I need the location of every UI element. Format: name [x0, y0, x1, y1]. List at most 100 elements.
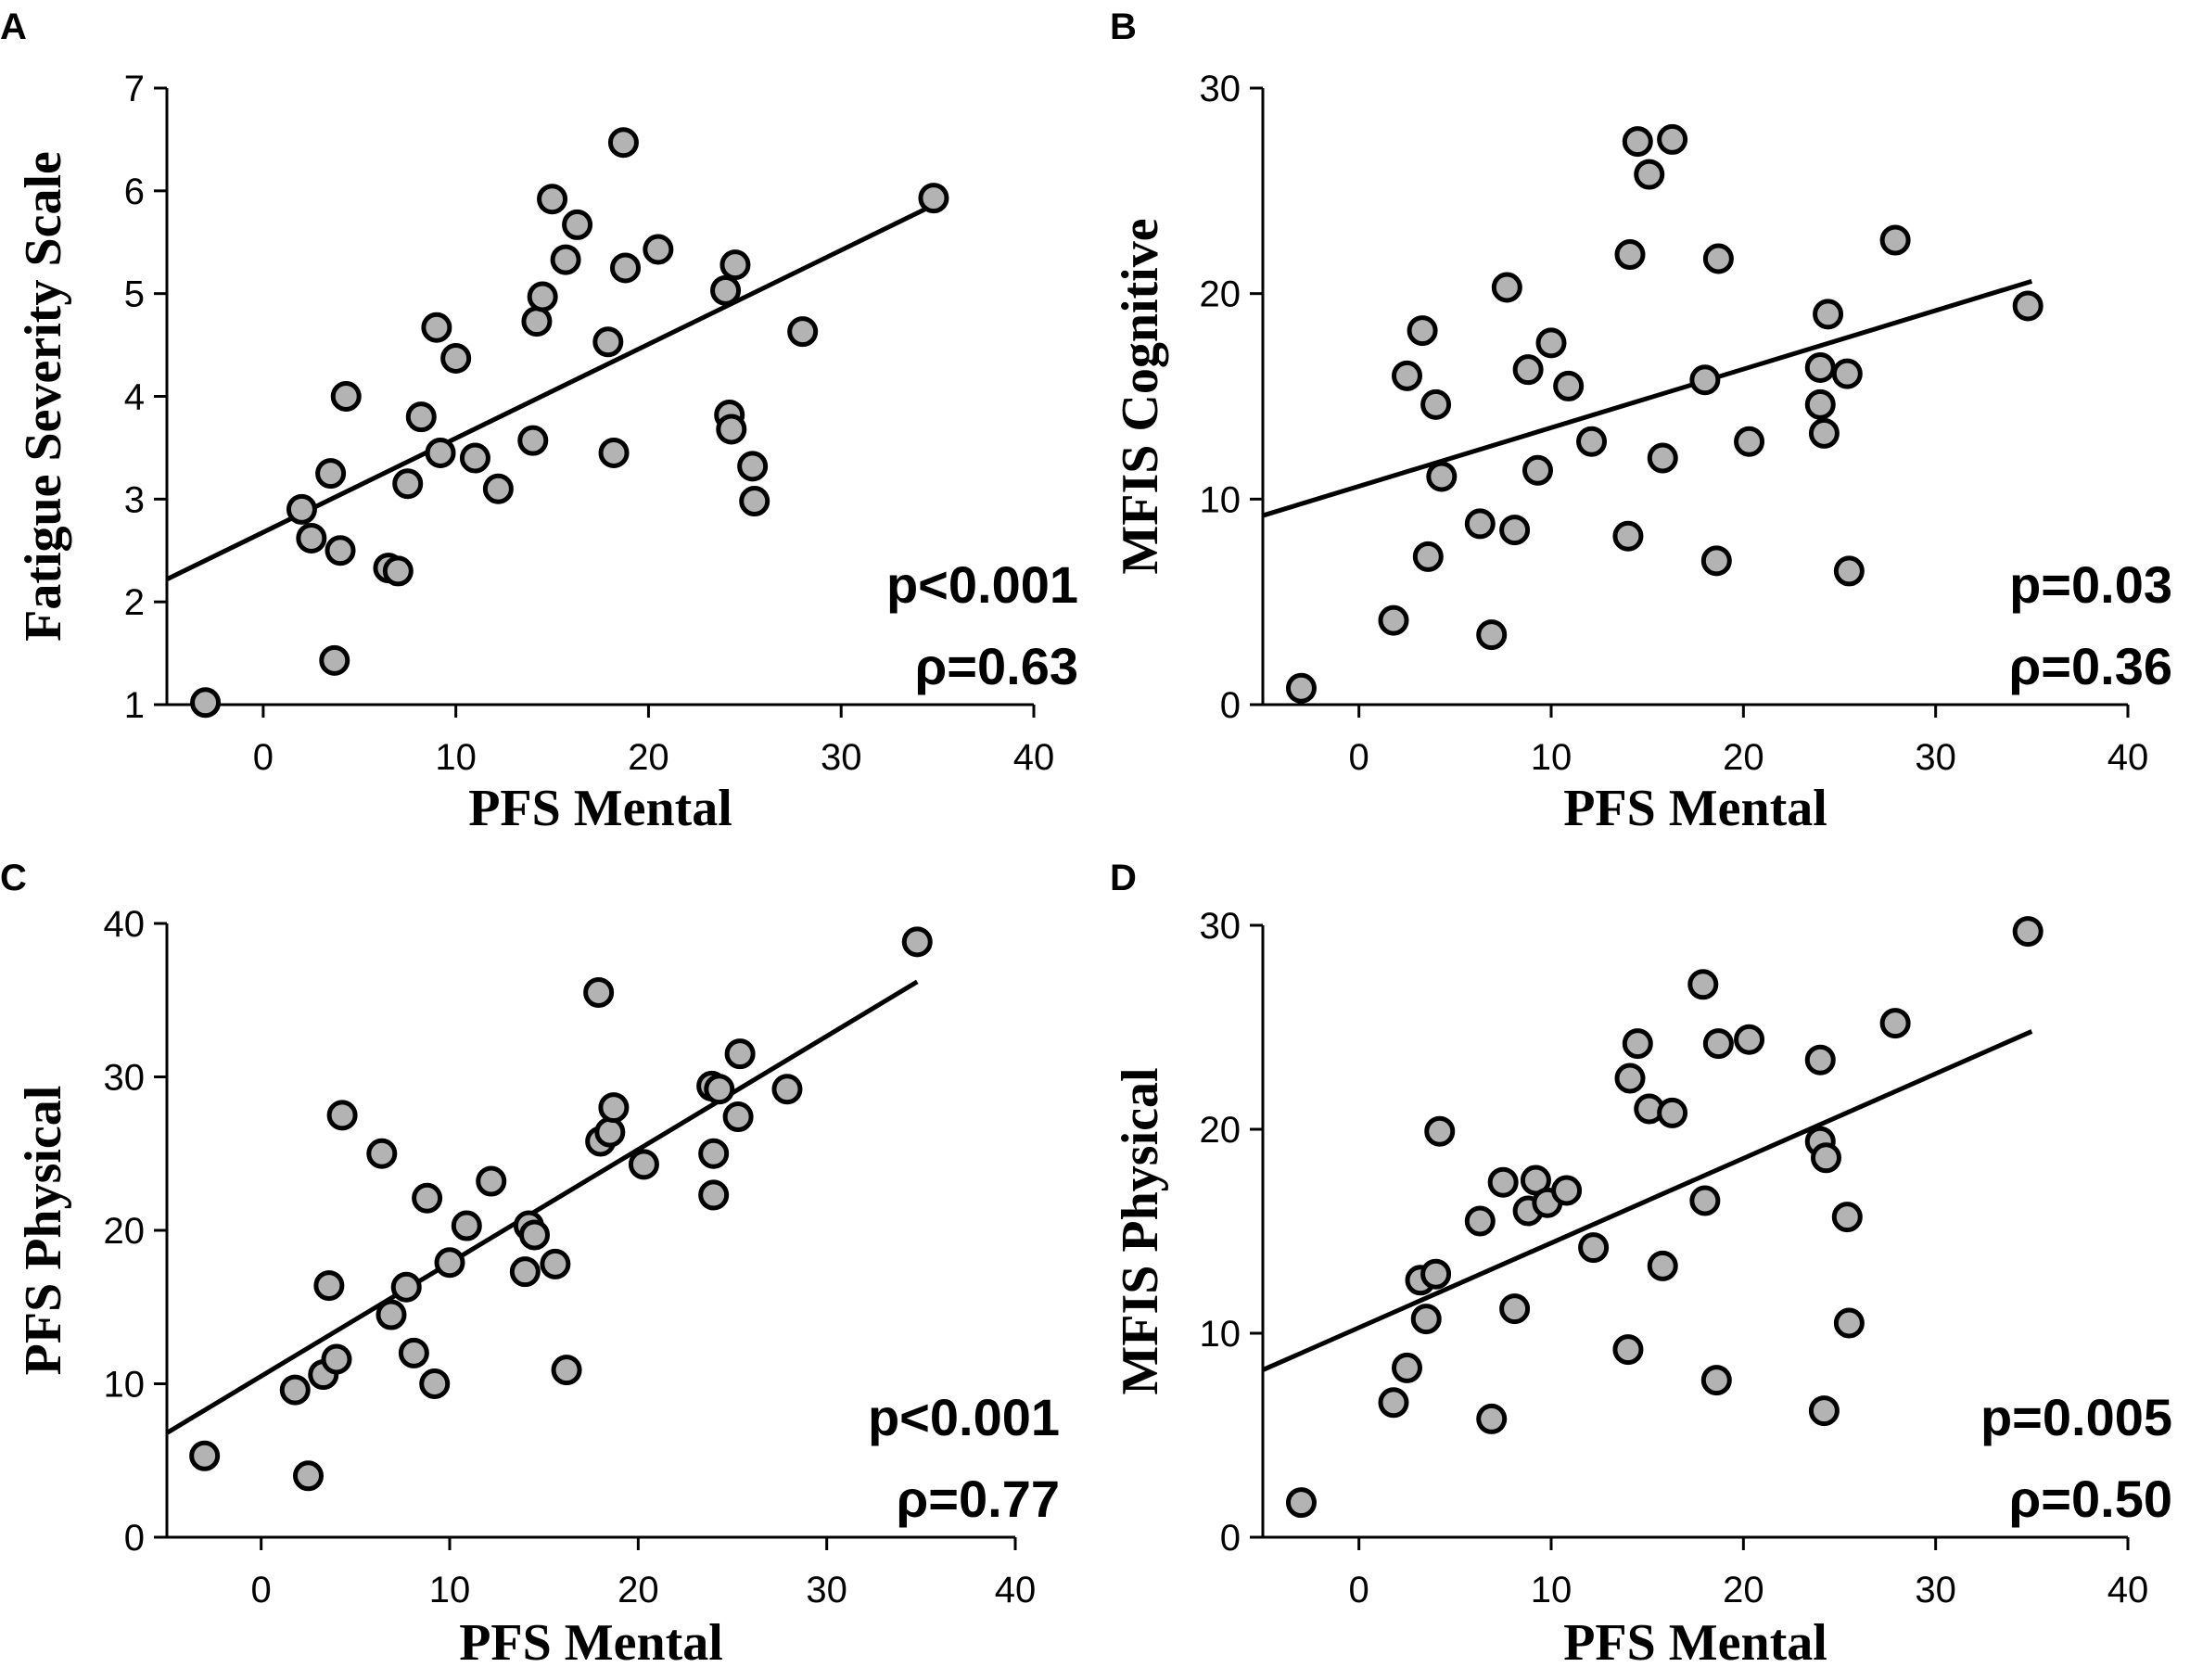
- y-tick-label: 7: [124, 69, 145, 109]
- data-point: [537, 184, 568, 215]
- data-point: [550, 244, 581, 275]
- data-point: [1813, 299, 1844, 330]
- data-point: [2012, 916, 2044, 948]
- x-tick-label: 40: [995, 1570, 1037, 1610]
- data-point: [1576, 426, 1608, 457]
- data-point: [1831, 1202, 1863, 1233]
- data-point: [1614, 239, 1646, 271]
- data-point: [594, 1116, 626, 1148]
- data-point: [901, 926, 933, 958]
- x-tick-label: 40: [1013, 737, 1055, 778]
- data-point: [1512, 354, 1544, 386]
- data-point: [330, 381, 362, 412]
- panel-c: C 0 10 20 30 40 0 10 20 30 40 PFS Mental PFS Physica…: [0, 858, 1060, 1672]
- data-point: [1700, 1365, 1732, 1396]
- x-tick-label: 0: [253, 737, 274, 778]
- data-point: [425, 437, 456, 468]
- x-axis-title: PFS Mental: [468, 780, 732, 837]
- x-tick-label: 30: [806, 1570, 847, 1610]
- data-point: [698, 1138, 730, 1169]
- rho-value-label: ρ=0.63: [915, 637, 1078, 695]
- x-axis-title: PFS Mental: [459, 1614, 723, 1672]
- data-point: [583, 976, 615, 1008]
- data-point: [551, 1355, 582, 1386]
- data-point: [440, 342, 472, 374]
- x-tick-label: 0: [1349, 1570, 1369, 1610]
- data-point: [313, 1270, 345, 1302]
- y-tick-label: 0: [1220, 685, 1241, 726]
- p-value-label: p=0.03: [2009, 555, 2172, 614]
- data-point: [521, 306, 553, 337]
- data-point: [1689, 364, 1721, 396]
- rho-value-label: ρ=0.77: [897, 1470, 1060, 1528]
- data-point: [1804, 1044, 1836, 1075]
- x-tick-label: 20: [1723, 737, 1764, 778]
- y-tick-label: 10: [1200, 1314, 1241, 1355]
- x-tick-label: 30: [1915, 737, 1956, 778]
- data-point: [562, 209, 593, 240]
- data-point: [419, 1368, 451, 1399]
- data-point: [1491, 272, 1522, 303]
- data-point: [1700, 545, 1732, 577]
- data-point: [1879, 1008, 1911, 1039]
- panel-d: D 0 10 20 30 0 10 20 30 40 PFS Mental MFIS Physical…: [1110, 858, 2172, 1672]
- data-point: [1426, 461, 1458, 492]
- data-point: [1551, 1175, 1583, 1206]
- data-point: [918, 183, 949, 214]
- data-point: [540, 1248, 571, 1279]
- x-tick-label: 0: [251, 1570, 272, 1610]
- p-value-label: p=0.005: [1980, 1388, 2172, 1446]
- p-value-label: p<0.001: [868, 1388, 1060, 1446]
- data-point: [610, 252, 642, 284]
- data-point: [1476, 1403, 1508, 1434]
- data-point: [1687, 969, 1719, 1000]
- x-axis-title: PFS Mental: [1563, 1614, 1827, 1672]
- data-point: [1420, 388, 1452, 420]
- data-point: [1499, 1293, 1531, 1325]
- data-point: [434, 1247, 465, 1279]
- panel-letter: D: [1110, 858, 1137, 898]
- data-point: [724, 1038, 756, 1070]
- data-point: [325, 535, 356, 566]
- data-point: [1476, 619, 1508, 651]
- data-point: [1657, 1097, 1688, 1128]
- data-point: [1378, 1387, 1409, 1419]
- x-tick-label: 10: [429, 1570, 471, 1610]
- data-point: [1831, 358, 1863, 389]
- y-tick-label: 40: [104, 904, 146, 945]
- data-point: [722, 1101, 754, 1133]
- data-point: [1702, 1028, 1734, 1060]
- data-point: [1734, 1024, 1765, 1055]
- data-point: [1657, 123, 1688, 155]
- x-tick-label: 10: [435, 737, 477, 778]
- data-point: [517, 425, 549, 456]
- data-point: [1407, 315, 1438, 347]
- y-tick-label: 20: [1200, 274, 1241, 315]
- data-point: [1464, 1205, 1496, 1237]
- data-point: [1285, 672, 1317, 704]
- data-point: [1614, 1063, 1646, 1094]
- data-point: [1808, 417, 1840, 449]
- data-point: [1804, 351, 1836, 383]
- data-point: [519, 1219, 550, 1251]
- y-tick-label: 2: [124, 582, 145, 623]
- y-tick-label: 0: [124, 1518, 145, 1559]
- data-point: [286, 493, 317, 525]
- data-point: [719, 249, 751, 281]
- data-point: [1420, 1258, 1452, 1290]
- data-point: [476, 1165, 507, 1197]
- data-point: [482, 473, 514, 504]
- data-point: [1392, 360, 1422, 391]
- data-point: [1612, 1334, 1644, 1366]
- data-point: [1487, 1166, 1519, 1198]
- data-point: [392, 468, 424, 500]
- data-point: [376, 1299, 407, 1330]
- data-point: [1553, 370, 1585, 401]
- y-tick-label: 20: [1200, 1110, 1241, 1151]
- y-tick-label: 10: [1200, 479, 1241, 520]
- x-tick-label: 10: [1531, 737, 1572, 778]
- regression-line: [1261, 1029, 2033, 1372]
- y-axis-title: MFIS Cognitive: [1112, 218, 1169, 574]
- data-point: [1804, 388, 1836, 420]
- data-point: [1833, 555, 1865, 587]
